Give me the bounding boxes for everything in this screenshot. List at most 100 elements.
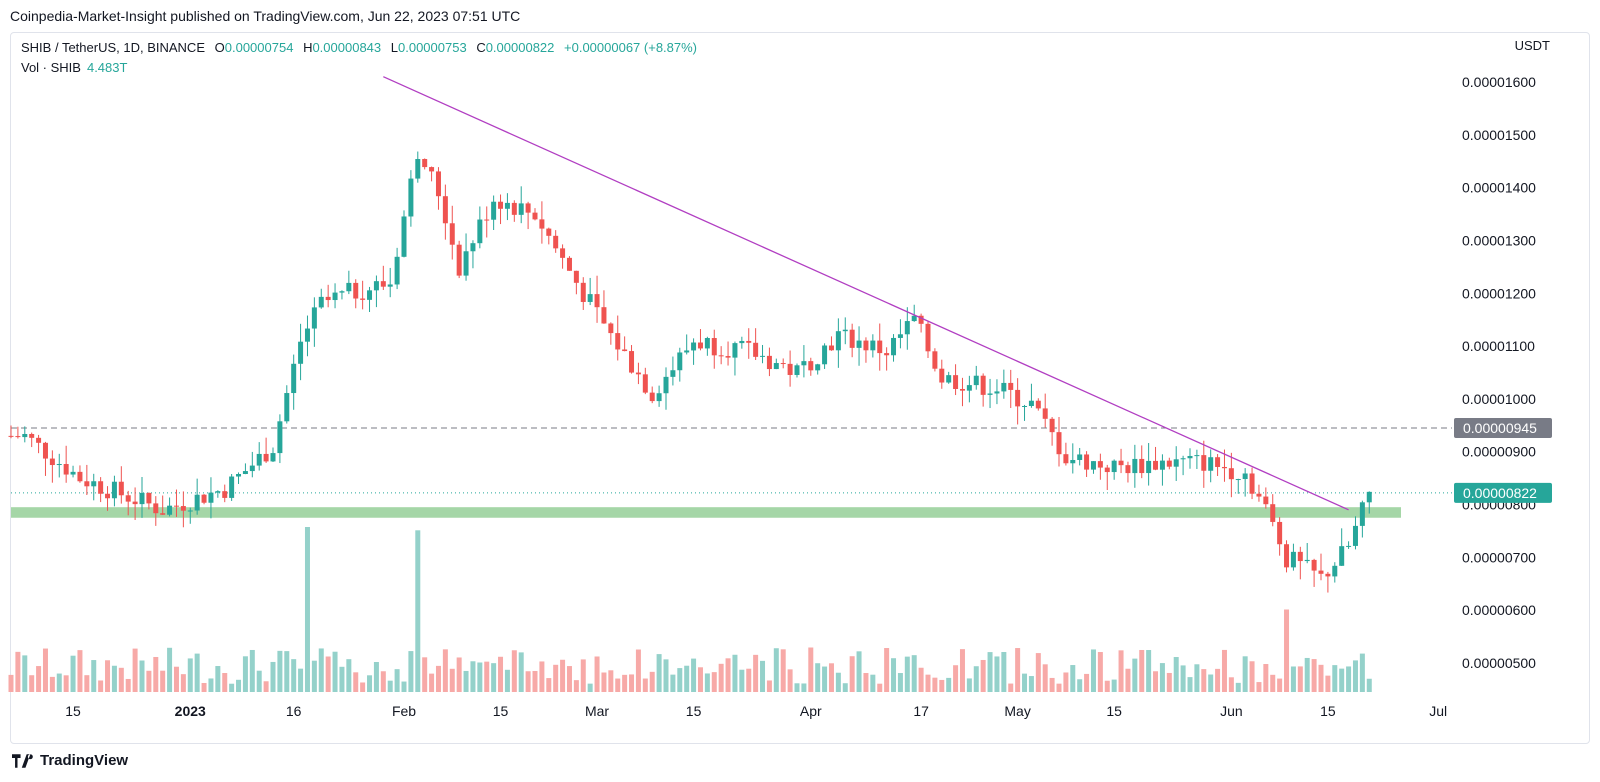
volume-bar <box>711 672 717 692</box>
tradingview-brand[interactable]: TradingView <box>12 752 128 769</box>
price-tick-label: 0.00001400 <box>1462 180 1536 196</box>
volume-bar <box>332 651 338 692</box>
volume-bar <box>704 673 710 692</box>
volume-bar <box>635 649 641 692</box>
candle-body <box>587 294 593 302</box>
time-tick-label: 15 <box>65 703 81 719</box>
candle-body <box>77 471 83 482</box>
volume-bar <box>532 670 538 692</box>
candle-body <box>435 171 441 197</box>
candle-body <box>718 355 724 357</box>
volume-value: 4.483T <box>86 60 128 75</box>
volume-bar <box>566 666 572 692</box>
time-tick-label: 15 <box>493 703 509 719</box>
time-tick-label: Apr <box>800 703 822 719</box>
volume-bar <box>649 671 655 692</box>
candle-body <box>697 342 703 349</box>
candle-body <box>573 270 579 283</box>
candle-body <box>1111 460 1117 473</box>
candle-body <box>491 201 497 220</box>
candle-body <box>277 421 283 454</box>
volume-bar <box>863 673 869 692</box>
volume-legend[interactable]: Vol · SHIB 4.483T <box>21 60 127 75</box>
candle-body <box>42 442 48 459</box>
candle-body <box>201 494 207 503</box>
volume-bar <box>105 660 111 692</box>
volume-bar <box>160 670 166 692</box>
volume-bar <box>1284 609 1290 692</box>
volume-bar <box>236 679 242 692</box>
volume-bar <box>1187 677 1193 692</box>
volume-bar <box>277 650 283 692</box>
candle-body <box>1235 479 1241 481</box>
candle-body <box>642 374 648 393</box>
candle-body <box>539 219 545 229</box>
volume-bar <box>691 658 697 692</box>
candle-body <box>684 350 690 353</box>
volume-bar <box>318 648 324 692</box>
volume-bar <box>1153 671 1159 692</box>
volume-bar <box>1228 677 1234 692</box>
volume-bar <box>360 682 366 692</box>
candle-body <box>1284 544 1290 568</box>
volume-bar <box>77 650 83 692</box>
candle-body <box>256 453 262 466</box>
volume-bar <box>49 676 55 692</box>
volume-bar <box>891 658 897 692</box>
price-tick-label: 0.00001100 <box>1462 338 1535 354</box>
ohlc-legend[interactable]: SHIB / TetherUS, 1D, BINANCE O0.00000754… <box>21 40 703 55</box>
volume-bar <box>560 659 566 692</box>
time-tick-label: 17 <box>913 703 929 719</box>
volume-bar <box>173 666 179 692</box>
volume-bar <box>380 671 386 692</box>
volume-bar <box>8 674 14 692</box>
volume-bar <box>1304 657 1310 692</box>
candle-body <box>1263 496 1269 505</box>
candle-body <box>332 292 338 301</box>
volume-bar <box>1263 664 1269 692</box>
time-tick-label: 15 <box>1320 703 1336 719</box>
price-tick-label: 0.00001500 <box>1462 127 1536 143</box>
candle-body <box>794 365 800 375</box>
candle-body <box>766 355 772 370</box>
candle-body <box>160 513 166 515</box>
candle-body <box>1042 408 1048 419</box>
support-zone <box>11 507 1401 518</box>
candle-body <box>932 351 938 369</box>
candle-body <box>732 343 738 358</box>
volume-bar <box>1270 674 1276 692</box>
volume-bar <box>208 678 214 692</box>
volume-bar <box>1235 682 1241 692</box>
candle-body <box>373 281 379 291</box>
candle-body <box>760 355 766 357</box>
volume-bar <box>828 663 834 692</box>
volume-bar <box>946 677 952 692</box>
descending-trendline[interactable] <box>383 76 1349 511</box>
volume-bar <box>973 666 979 692</box>
candle-body <box>167 505 173 515</box>
candle-body <box>291 363 297 394</box>
candle-body <box>22 433 28 438</box>
candle-body <box>1242 473 1248 480</box>
volume-bar <box>546 678 552 692</box>
symbol-label[interactable]: SHIB / TetherUS, 1D, BINANCE <box>21 40 205 55</box>
candle-body <box>1194 455 1200 457</box>
volume-bar <box>877 683 883 692</box>
tradingview-logo-icon <box>12 753 33 768</box>
candle-body <box>1035 400 1041 409</box>
volume-bar <box>511 650 517 692</box>
candle-body <box>580 282 586 302</box>
price-tick-label: 0.00000700 <box>1462 549 1536 565</box>
candle-body <box>387 284 393 287</box>
volume-bar <box>504 669 510 692</box>
volume-bar <box>180 674 186 692</box>
high-value: 0.00000843 <box>312 40 382 55</box>
volume-bar <box>1042 664 1048 692</box>
candle-body <box>594 294 600 308</box>
price-tick-label: 0.00000600 <box>1462 602 1536 618</box>
volume-bar <box>897 673 903 692</box>
candle-body <box>994 391 1000 394</box>
volume-bar <box>1049 677 1055 692</box>
candle-body <box>560 248 566 258</box>
